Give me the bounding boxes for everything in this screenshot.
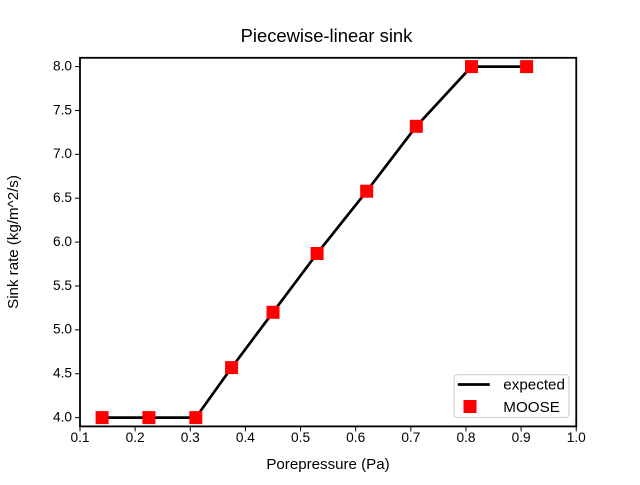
svg-text:0.8: 0.8 xyxy=(456,430,475,445)
svg-text:0.7: 0.7 xyxy=(401,430,420,445)
svg-text:7.5: 7.5 xyxy=(53,102,72,117)
svg-text:6.5: 6.5 xyxy=(53,190,72,205)
svg-text:Sink rate (kg/m^2/s): Sink rate (kg/m^2/s) xyxy=(5,175,22,309)
svg-text:Piecewise-linear sink: Piecewise-linear sink xyxy=(241,25,414,46)
svg-text:5.0: 5.0 xyxy=(53,322,72,337)
svg-text:MOOSE: MOOSE xyxy=(503,399,560,416)
svg-text:0.6: 0.6 xyxy=(346,430,365,445)
svg-text:0.2: 0.2 xyxy=(126,430,145,445)
svg-text:0.1: 0.1 xyxy=(70,430,89,445)
svg-text:6.0: 6.0 xyxy=(53,234,72,249)
svg-text:0.4: 0.4 xyxy=(236,430,255,445)
svg-text:7.0: 7.0 xyxy=(53,146,72,161)
svg-text:1.0: 1.0 xyxy=(567,430,586,445)
svg-text:0.9: 0.9 xyxy=(512,430,531,445)
svg-text:0.3: 0.3 xyxy=(181,430,200,445)
svg-text:0.5: 0.5 xyxy=(291,430,310,445)
svg-text:4.0: 4.0 xyxy=(53,410,72,425)
svg-text:8.0: 8.0 xyxy=(53,58,72,73)
svg-text:expected: expected xyxy=(503,377,565,394)
svg-text:4.5: 4.5 xyxy=(53,366,72,381)
svg-text:5.5: 5.5 xyxy=(53,278,72,293)
svg-text:Porepressure (Pa): Porepressure (Pa) xyxy=(266,456,389,473)
